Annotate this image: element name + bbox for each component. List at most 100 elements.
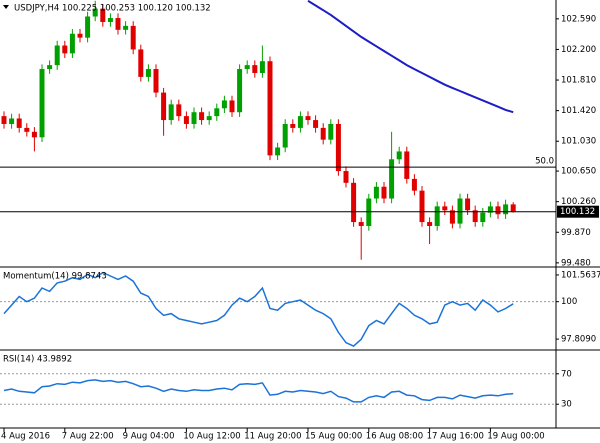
candle-body xyxy=(434,206,440,226)
x-tick-label: 19 Aug 00:00 xyxy=(487,432,544,442)
candle-body xyxy=(411,178,417,191)
candle-body xyxy=(168,104,174,121)
candle-body xyxy=(320,127,326,140)
x-tick-label: 15 Aug 00:00 xyxy=(305,432,362,442)
candle-body xyxy=(183,116,189,124)
x-tick-label: 11 Aug 20:00 xyxy=(244,432,301,442)
candle-body xyxy=(16,118,22,128)
candle-body xyxy=(31,131,37,138)
candle-body xyxy=(366,198,372,226)
x-tick-label: 7 Aug 22:00 xyxy=(62,432,114,442)
y-tick-label: 99.480 xyxy=(561,258,591,268)
candle-body xyxy=(465,198,471,211)
candle-body xyxy=(267,61,273,156)
candle-body xyxy=(358,222,364,226)
candle-body xyxy=(373,186,379,199)
candle-body xyxy=(191,112,197,124)
candle-body xyxy=(381,186,387,199)
candle-body xyxy=(442,206,448,211)
candle-body xyxy=(138,49,144,77)
candle-body xyxy=(503,204,509,215)
candle-body xyxy=(145,69,151,77)
y-tick-label: 30 xyxy=(561,400,572,410)
candle-body xyxy=(282,123,288,148)
moving-average xyxy=(307,0,514,114)
menu-icon xyxy=(3,5,9,9)
candle-body xyxy=(510,204,516,212)
y-tick-label: 101.030 xyxy=(561,137,596,147)
candle-body xyxy=(427,222,433,226)
y-tick-label: 70 xyxy=(561,369,572,379)
candle-body xyxy=(130,25,136,50)
panel-title: Momentum(14) 99.8743 xyxy=(3,272,107,282)
panel-title: RSI(14) 43.9892 xyxy=(3,355,72,365)
candle-body xyxy=(39,69,45,138)
candle-body xyxy=(161,92,167,121)
y-tick-label: 99.870 xyxy=(561,228,591,238)
candle-body xyxy=(9,118,15,124)
candle-body xyxy=(244,65,250,70)
indicator-line xyxy=(3,379,514,403)
candle-body xyxy=(214,108,220,117)
x-tick-label: 17 Aug 16:00 xyxy=(427,432,484,442)
candle-body xyxy=(176,104,182,117)
candle-body xyxy=(275,147,281,156)
candle-body xyxy=(153,69,159,93)
y-tick-label: 100.650 xyxy=(561,167,596,177)
candle-body xyxy=(92,8,98,17)
level-label: 50.0 xyxy=(535,157,554,167)
y-tick-label: 101.810 xyxy=(561,76,596,86)
x-tick-label: 4 Aug 2016 xyxy=(1,432,50,442)
candle-body xyxy=(229,100,235,113)
candle-body xyxy=(237,69,243,113)
candle-body xyxy=(221,100,227,109)
candle-body xyxy=(290,123,296,128)
candle-body xyxy=(77,33,83,38)
x-tick-label: 16 Aug 08:00 xyxy=(366,432,423,442)
candle-body xyxy=(107,18,113,22)
current-price-box xyxy=(557,205,599,218)
y-tick-label: 100 xyxy=(561,297,577,307)
candle-body xyxy=(472,210,478,223)
panel-title: USDJPY,H4 100.225 100.253 100.120 100.13… xyxy=(14,4,211,14)
candle-body xyxy=(1,116,7,124)
y-tick-label: 101.5637 xyxy=(561,270,600,280)
candle-body xyxy=(24,127,30,132)
candle-body xyxy=(297,116,303,128)
candle-body xyxy=(389,159,395,199)
current-price-label: 100.132 xyxy=(560,207,595,217)
candle-body xyxy=(115,18,121,30)
y-tick-label: 100.260 xyxy=(561,197,596,207)
candle-body xyxy=(47,65,53,70)
candle-body xyxy=(252,65,258,73)
candle-body xyxy=(62,45,68,54)
candle-body xyxy=(305,116,311,121)
indicator-line xyxy=(3,271,514,347)
candle-body xyxy=(259,61,265,73)
y-tick-label: 102.200 xyxy=(561,45,596,55)
candle-body xyxy=(487,206,493,213)
candle-body xyxy=(457,198,463,224)
x-tick-label: 9 Aug 04:00 xyxy=(123,432,175,442)
candle-body xyxy=(495,206,501,215)
candle-body xyxy=(100,8,106,22)
candle-body xyxy=(396,151,402,160)
candle-body xyxy=(335,123,341,172)
y-tick-label: 97.8090 xyxy=(561,335,596,345)
candle-body xyxy=(328,123,334,140)
candle-body xyxy=(123,25,129,30)
candle-body xyxy=(69,33,75,54)
candle-body xyxy=(343,171,349,183)
x-tick-label: 10 Aug 12:00 xyxy=(183,432,240,442)
candle-body xyxy=(313,120,319,128)
candle-body xyxy=(419,190,425,223)
y-tick-label: 101.420 xyxy=(561,106,596,116)
candle-body xyxy=(85,16,91,38)
candle-body xyxy=(199,112,205,121)
candle-body xyxy=(404,151,410,179)
candle-body xyxy=(54,45,60,66)
candle-body xyxy=(480,212,486,223)
candle-body xyxy=(206,116,212,121)
